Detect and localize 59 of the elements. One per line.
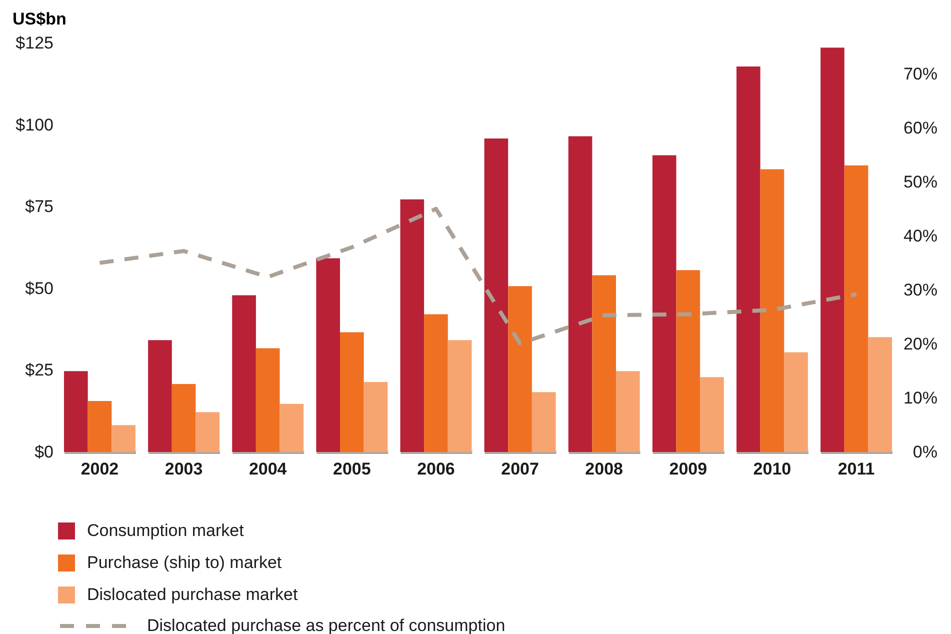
- x-tick-label: 2005: [332, 460, 371, 478]
- bar: [280, 404, 304, 452]
- bar: [484, 138, 508, 452]
- y-tick-label: $25: [25, 360, 54, 380]
- legend-label: Dislocated purchase market: [87, 585, 298, 604]
- bar: [676, 270, 700, 452]
- y2-tick-label: 60%: [903, 118, 938, 138]
- bar: [736, 66, 760, 452]
- y-tick-label: $100: [16, 115, 54, 134]
- y2-tick-label: 40%: [903, 226, 938, 246]
- y2-tick-label: 20%: [903, 334, 938, 354]
- bar: [424, 314, 448, 452]
- bar: [592, 275, 616, 452]
- bar: [700, 377, 724, 452]
- bar: [844, 165, 868, 452]
- y2-tick-label: 70%: [903, 64, 938, 84]
- x-tick-label: 2011: [838, 460, 875, 478]
- bar: [568, 136, 592, 452]
- bar: [148, 340, 172, 452]
- bar: [196, 412, 220, 452]
- bar: [364, 382, 388, 452]
- bar: [112, 425, 136, 452]
- bar: [256, 348, 280, 452]
- y-tick-label: $75: [25, 197, 54, 216]
- bar: [784, 352, 808, 452]
- legend-label: Consumption market: [87, 521, 244, 540]
- bar: [64, 371, 88, 452]
- x-tick-label: 2002: [80, 460, 119, 478]
- bar: [652, 155, 676, 452]
- bar: [232, 295, 256, 452]
- y-tick-label: $50: [25, 278, 54, 298]
- bar: [760, 169, 784, 452]
- x-tick-label: 2010: [753, 460, 792, 478]
- y2-tick-label: 30%: [903, 280, 938, 300]
- x-tick-label: 2009: [669, 460, 708, 478]
- bar: [508, 286, 532, 452]
- line-series: [98, 206, 858, 346]
- x-tick-label: 2003: [164, 460, 203, 478]
- bar: [616, 371, 640, 452]
- x-tick-label: 2004: [248, 460, 288, 478]
- bar: [172, 384, 196, 452]
- y-tick-label: $0: [34, 442, 54, 462]
- y-tick-label: $125: [16, 34, 54, 52]
- legend-label: Purchase (ship to) market: [87, 553, 282, 572]
- bar: [532, 392, 556, 452]
- bar: [868, 337, 892, 452]
- bar: [316, 258, 340, 452]
- y2-tick-label: 0%: [912, 442, 938, 462]
- x-tick-label: 2008: [585, 460, 624, 478]
- y2-tick-label: 10%: [903, 388, 938, 408]
- x-tick-label: 2007: [501, 460, 539, 478]
- y2-tick-label: 50%: [903, 172, 938, 192]
- bar: [340, 332, 364, 452]
- bar: [400, 199, 424, 452]
- y-axis-title: US$bn: [12, 10, 66, 28]
- bar: [820, 48, 844, 452]
- x-tick-label: 2006: [417, 460, 455, 478]
- bar: [88, 400, 112, 452]
- bar: [448, 340, 472, 452]
